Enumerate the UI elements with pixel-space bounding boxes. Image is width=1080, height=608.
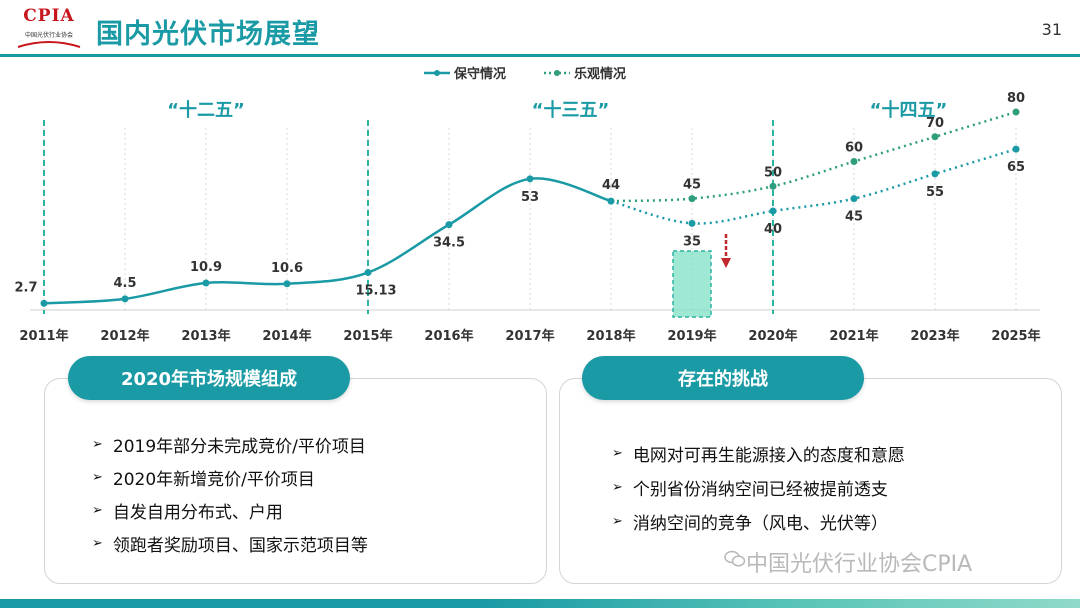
data-label-conservative: 55 <box>926 185 944 200</box>
series-line-conservative-forecast <box>610 147 1017 225</box>
data-point-optimistic <box>931 133 939 141</box>
legend-label-conservative: 保守情况 <box>453 66 506 82</box>
x-tick-label: 2012年 <box>100 328 149 344</box>
data-label-conservative: 10.6 <box>271 261 303 276</box>
x-tick-label: 2016年 <box>424 328 473 344</box>
x-tick-label: 2023年 <box>910 328 959 344</box>
data-point-conservative <box>931 170 939 178</box>
x-tick-label: 2021年 <box>829 328 878 344</box>
list-item-text: 个别省份消纳空间已经被提前透支 <box>632 479 888 500</box>
period-label: “十四五” <box>870 99 948 121</box>
x-tick-label: 2018年 <box>586 328 635 344</box>
x-tick-label: 2015年 <box>343 328 392 344</box>
market-outlook-chart: “十二五” “十三五” “十四五” 2.7 4.5 10.9 10.6 15.13 34.5 53… <box>14 66 1040 344</box>
data-point-optimistic <box>769 182 777 190</box>
data-point-conservative <box>688 219 696 227</box>
legend-marker-conservative <box>434 70 440 76</box>
bullet-arrow-icon: ➢ <box>612 445 623 461</box>
logo-arc-icon <box>17 41 81 48</box>
right-panel-heading: 存在的挑战 <box>582 356 864 400</box>
data-point-optimistic <box>850 158 858 165</box>
page-number: 31 <box>1041 20 1062 39</box>
x-tick-label: 2013年 <box>181 328 230 344</box>
left-panel-heading: 2020年市场规模组成 <box>68 356 350 400</box>
cpia-logo: CPIA 中国光伏行业协会 <box>10 6 88 50</box>
period-label: “十三五” <box>532 99 610 121</box>
data-label-conservative: 35 <box>683 234 701 249</box>
data-point-optimistic <box>688 195 696 203</box>
list-item: ➢ 2020年新增竞价/平价项目 <box>92 461 368 494</box>
data-point-conservative <box>364 269 372 277</box>
left-bullet-list: ➢ 2019年部分未完成竞价/平价项目 ➢ 2020年新增竞价/平价项目 ➢ 自发自用… <box>92 428 368 560</box>
watermark: 中国光伏行业协会CPIA <box>746 552 973 577</box>
data-label-conservative: 45 <box>845 210 863 225</box>
bullet-arrow-icon: ➢ <box>92 503 103 518</box>
data-label-conservative: 15.13 <box>355 284 396 299</box>
bullet-arrow-icon: ➢ <box>92 536 103 551</box>
data-point-optimistic <box>1012 108 1020 116</box>
data-label-conservative: 53 <box>521 190 539 205</box>
data-label-conservative: 10.9 <box>190 260 222 275</box>
list-item-text: 2020年新增竞价/平价项目 <box>112 470 315 490</box>
x-tick-label: 2019年 <box>667 328 716 344</box>
wechat-icon <box>724 550 746 567</box>
list-item-text: 消纳空间的竞争（风电、光伏等） <box>632 513 888 534</box>
data-label-conservative: 44 <box>602 178 620 193</box>
list-item: ➢ 2019年部分未完成竞价/平价项目 <box>92 428 368 461</box>
series-line-optimistic <box>610 110 1017 203</box>
legend-label-optimistic: 乐观情况 <box>574 66 626 82</box>
right-bullet-list: ➢ 电网对可再生能源接入的态度和意愿 ➢ 个别省份消纳空间已经被提前透支 ➢ 消纳空间… <box>612 436 905 538</box>
data-point-conservative <box>445 221 453 229</box>
list-item: ➢ 消纳空间的竞争（风电、光伏等） <box>612 504 905 538</box>
left-panel <box>44 378 547 584</box>
data-label-conservative: 40 <box>764 222 782 237</box>
data-label-optimistic: 80 <box>1007 91 1025 106</box>
bullet-arrow-icon: ➢ <box>92 437 103 452</box>
data-label-conservative: 34.5 <box>433 236 465 251</box>
data-point-conservative <box>1012 145 1020 153</box>
logo-text: CPIA <box>23 6 75 26</box>
bullet-arrow-icon: ➢ <box>92 470 103 485</box>
data-point-conservative <box>283 280 291 288</box>
x-tick-label: 2025年 <box>991 328 1040 344</box>
highlight-bar <box>672 250 712 318</box>
data-point-conservative <box>526 175 534 183</box>
period-label: “十二五” <box>167 99 245 121</box>
data-point-conservative <box>40 299 48 307</box>
data-label-optimistic: 70 <box>926 116 944 131</box>
x-tick-label: 2014年 <box>262 328 311 344</box>
data-label-conservative: 2.7 <box>14 280 37 295</box>
data-label-optimistic: 50 <box>764 165 782 180</box>
down-arrow-icon <box>721 258 731 268</box>
data-point-conservative <box>607 197 615 205</box>
list-item: ➢ 领跑者奖励项目、国家示范项目等 <box>92 527 368 560</box>
bullet-arrow-icon: ➢ <box>612 513 623 529</box>
list-item-text: 2019年部分未完成竞价/平价项目 <box>112 437 366 457</box>
data-point-conservative <box>121 295 129 303</box>
data-point-conservative <box>202 279 210 287</box>
bottom-accent-bar <box>0 599 1080 608</box>
data-label-optimistic: 45 <box>683 178 701 193</box>
x-tick-label: 2017年 <box>505 328 554 344</box>
list-item-text: 领跑者奖励项目、国家示范项目等 <box>112 536 368 556</box>
list-item: ➢ 自发自用分布式、户用 <box>92 494 368 527</box>
list-item: ➢ 个别省份消纳空间已经被提前透支 <box>612 470 905 504</box>
x-tick-label: 2020年 <box>748 328 797 344</box>
x-tick-label: 2011年 <box>19 328 68 344</box>
data-point-conservative <box>769 207 777 215</box>
title-divider <box>0 54 1080 57</box>
legend-marker-optimistic <box>554 70 560 76</box>
list-item: ➢ 电网对可再生能源接入的态度和意愿 <box>612 436 905 470</box>
right-panel <box>559 378 1062 584</box>
list-item-text: 电网对可再生能源接入的态度和意愿 <box>632 445 905 466</box>
data-label-conservative: 65 <box>1007 160 1025 175</box>
data-point-conservative <box>850 195 858 203</box>
data-label-optimistic: 60 <box>845 141 863 156</box>
series-line-conservative <box>43 177 612 305</box>
bullet-arrow-icon: ➢ <box>612 479 623 495</box>
logo-subtitle: 中国光伏行业协会 <box>24 32 73 39</box>
list-item-text: 自发自用分布式、户用 <box>112 503 283 523</box>
data-label-conservative: 4.5 <box>113 276 136 291</box>
page-title: 国内光伏市场展望 <box>96 19 320 50</box>
